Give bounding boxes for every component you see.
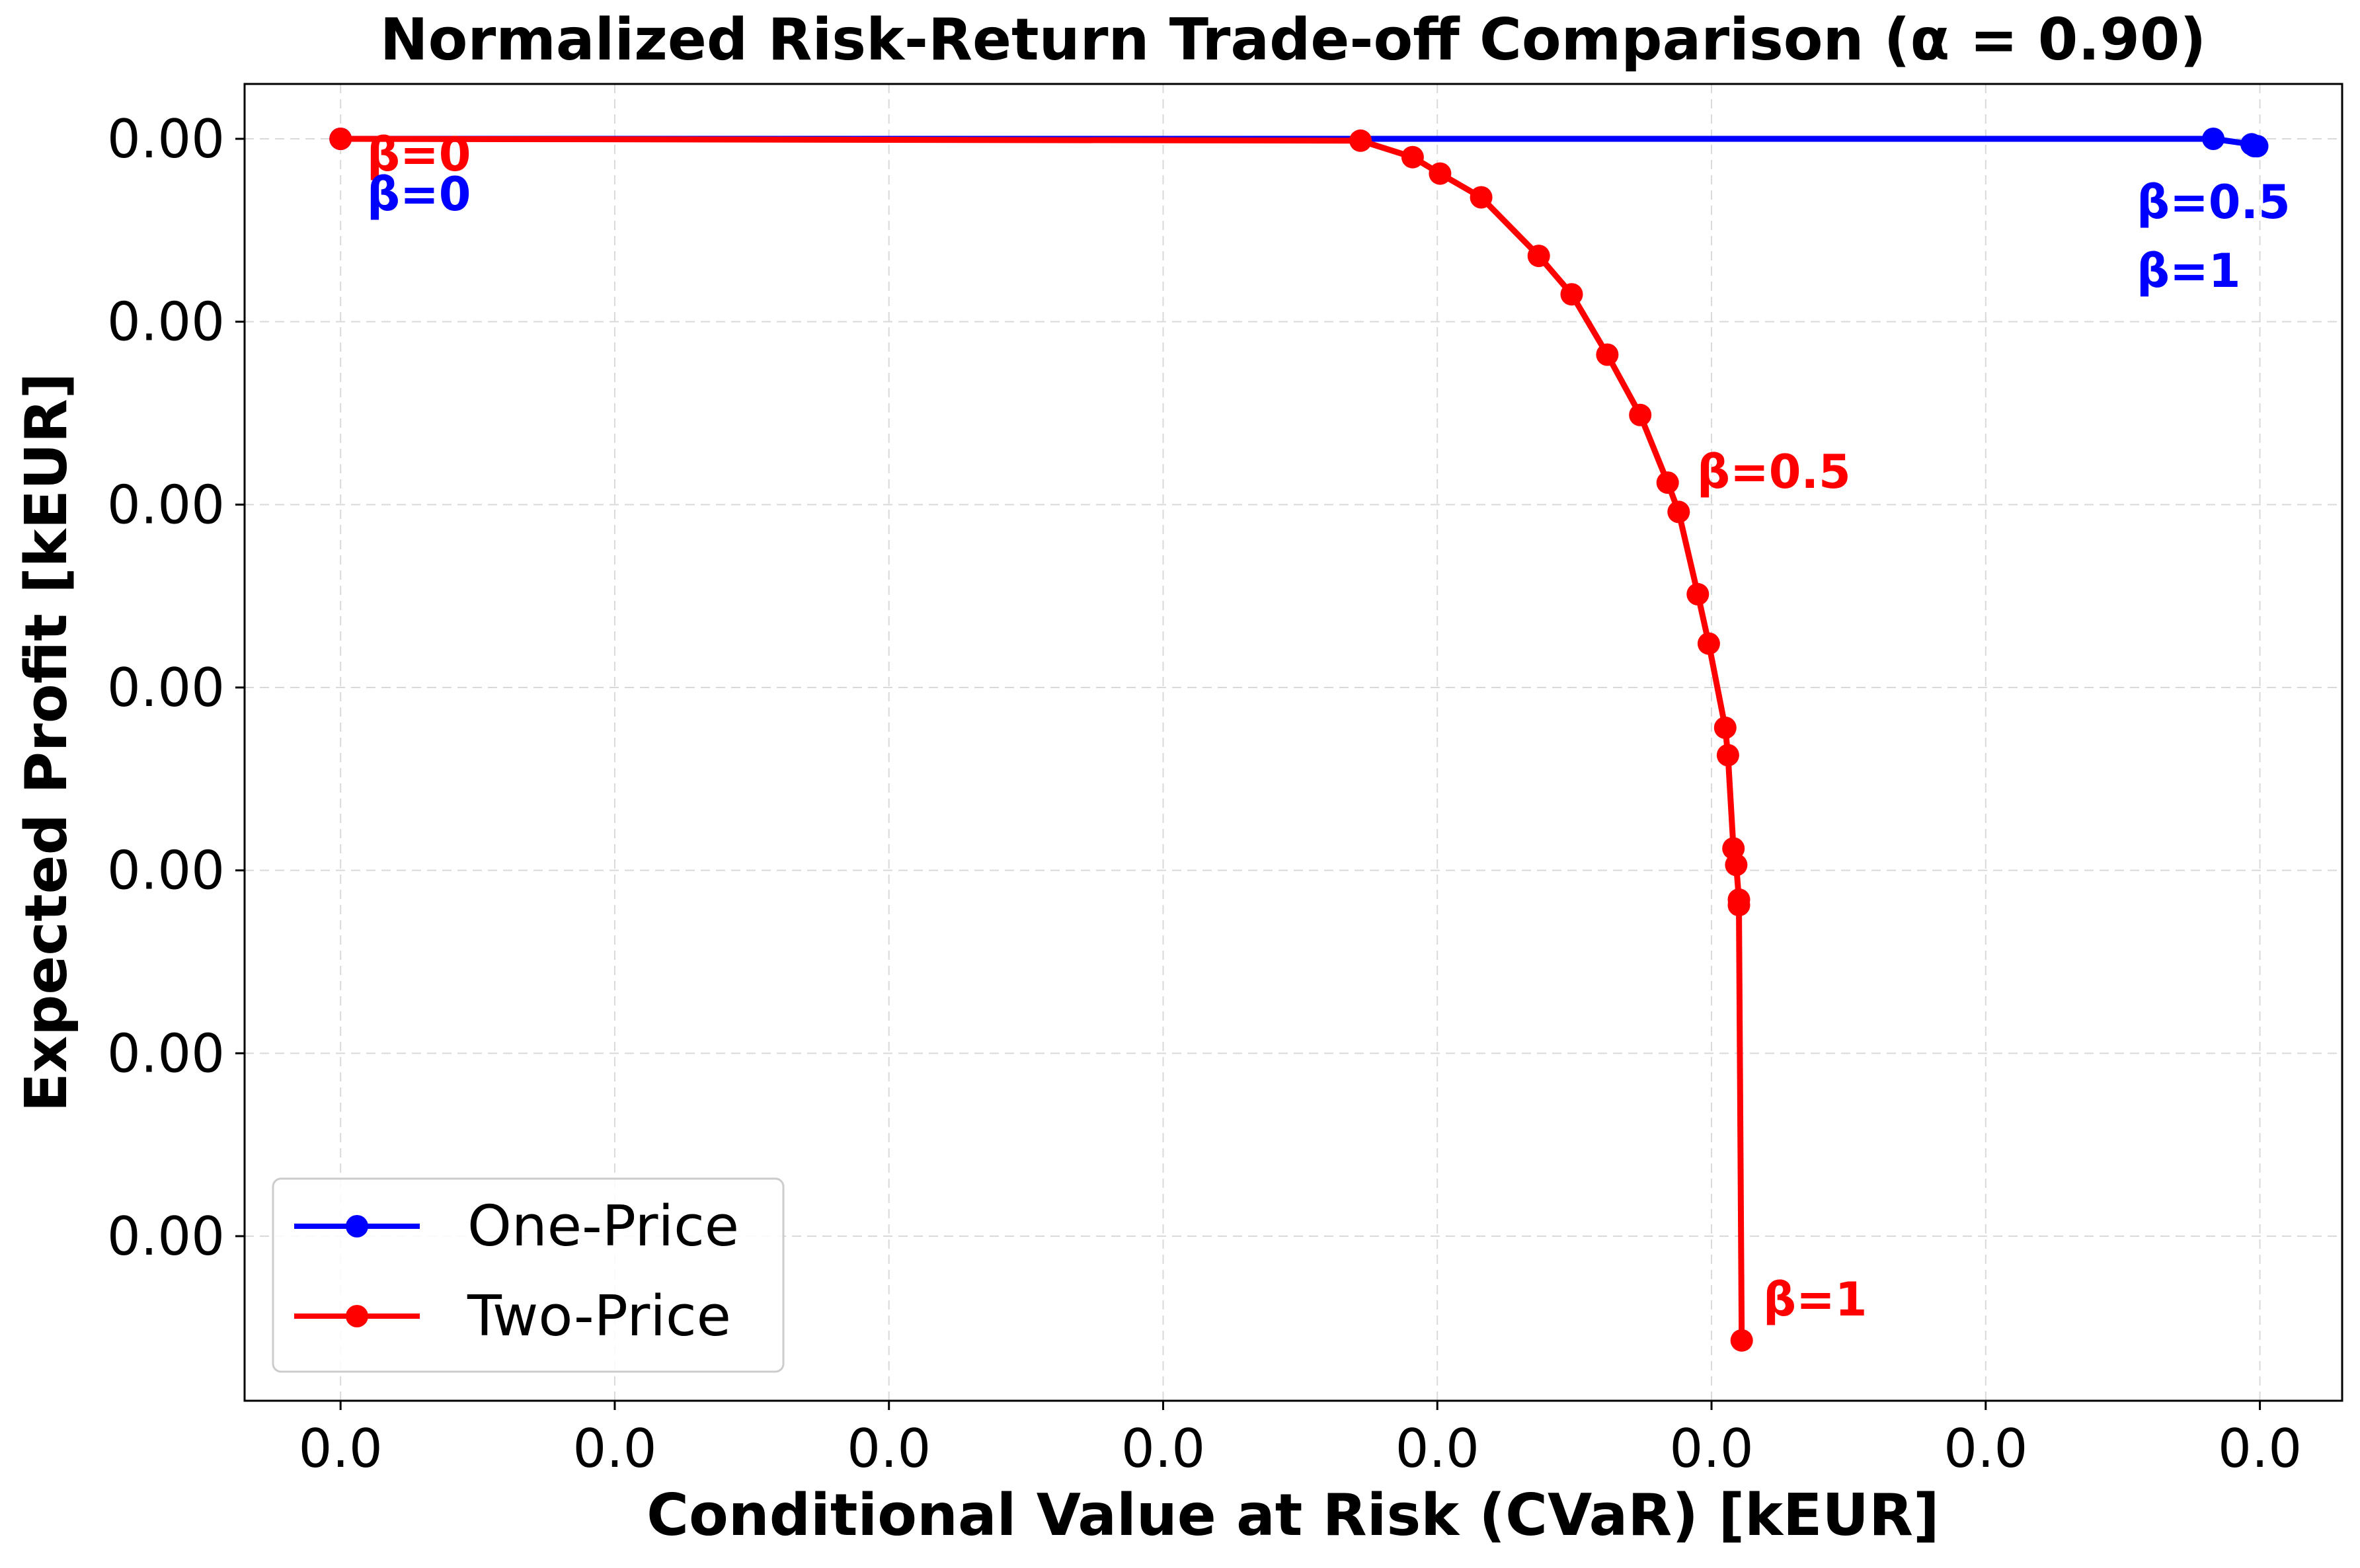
data-point-two-price bbox=[1656, 471, 1679, 494]
x-tick-label: 0.0 bbox=[1396, 1418, 1479, 1479]
legend-marker-two-price bbox=[346, 1305, 368, 1327]
y-tick-label: 0.00 bbox=[107, 657, 225, 719]
legend: One-Price Two-Price bbox=[272, 1177, 785, 1373]
annotation-one-price-beta-0-5: β=0.5 bbox=[2137, 175, 2291, 229]
data-point-two-price bbox=[1713, 716, 1737, 739]
legend-label-one-price: One-Price bbox=[467, 1194, 739, 1259]
x-tick-label: 0.0 bbox=[1121, 1418, 1205, 1479]
data-point-two-price bbox=[1470, 186, 1493, 209]
chart-title: Normalized Risk-Return Trade-off Compari… bbox=[380, 6, 2206, 73]
data-point-two-price bbox=[1629, 403, 1652, 426]
data-point-two-price bbox=[1527, 245, 1550, 268]
legend-label-two-price: Two-Price bbox=[467, 1284, 731, 1349]
annotations: β=0 β=0 β=0.5 β=1 β=0.5 β=1 bbox=[367, 128, 2291, 1327]
data-point-two-price bbox=[1686, 582, 1710, 606]
data-point-two-price bbox=[1429, 162, 1452, 185]
data-point-two-price bbox=[1725, 853, 1748, 877]
y-tick-label: 0.00 bbox=[107, 474, 225, 535]
y-axis-label: Expected Profit [kEUR] bbox=[13, 373, 80, 1113]
x-tick-label: 0.0 bbox=[299, 1418, 383, 1479]
x-tick-label: 0.0 bbox=[572, 1418, 656, 1479]
annotation-one-price-beta-1: β=1 bbox=[2137, 244, 2240, 298]
x-tick-label: 0.0 bbox=[1944, 1418, 2027, 1479]
annotation-two-price-beta-0-5: β=0.5 bbox=[1697, 445, 1851, 499]
x-tick-label: 0.0 bbox=[847, 1418, 931, 1479]
data-point-one-price bbox=[2246, 135, 2269, 158]
data-point-two-price bbox=[1667, 500, 1690, 524]
y-tick-label: 0.00 bbox=[107, 108, 225, 170]
grid bbox=[245, 84, 2342, 1401]
data-point-two-price bbox=[1727, 894, 1750, 917]
data-point-two-price bbox=[1401, 145, 1424, 169]
data-point-two-price bbox=[1560, 283, 1583, 306]
data-point-two-price bbox=[329, 128, 352, 150]
data-point-one-price bbox=[2202, 128, 2225, 150]
y-tick-label: 0.00 bbox=[107, 1206, 225, 1267]
x-axis-label: Conditional Value at Risk (CVaR) [kEUR] bbox=[647, 1481, 1940, 1549]
data-point-two-price bbox=[1349, 129, 1372, 152]
legend-marker-one-price bbox=[346, 1215, 368, 1237]
y-tick-label: 0.00 bbox=[107, 292, 225, 353]
y-tick-label: 0.00 bbox=[107, 840, 225, 902]
series-layer bbox=[329, 128, 2269, 1352]
x-tick-label: 0.0 bbox=[1669, 1418, 1753, 1479]
x-tick-label: 0.0 bbox=[2218, 1418, 2302, 1479]
ticks: 0.0 0.0 0.0 0.0 0.0 0.0 0.0 0.0 0.00 0.00 0.00 0.00… bbox=[107, 108, 2302, 1479]
annotation-two-price-beta-1: β=1 bbox=[1763, 1273, 1867, 1327]
y-tick-label: 0.00 bbox=[107, 1023, 225, 1084]
annotation-two-price-beta-0: β=0 bbox=[367, 128, 471, 182]
data-point-two-price bbox=[1730, 1329, 1753, 1352]
data-point-two-price bbox=[1697, 632, 1720, 655]
annotation-one-price-beta-0: β=0 bbox=[367, 167, 471, 221]
plot-frame bbox=[243, 83, 2343, 1402]
data-point-two-price bbox=[1596, 343, 1619, 366]
data-point-two-price bbox=[1716, 744, 1739, 767]
